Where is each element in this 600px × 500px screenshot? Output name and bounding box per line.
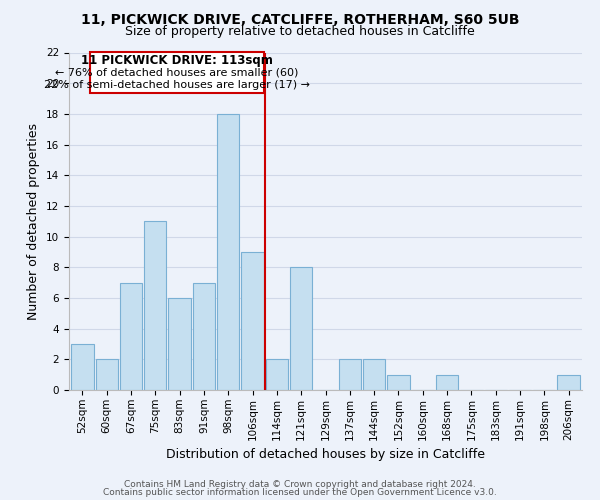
Bar: [338, 360, 361, 390]
Bar: [290, 268, 313, 390]
Text: Contains public sector information licensed under the Open Government Licence v3: Contains public sector information licen…: [103, 488, 497, 497]
Y-axis label: Number of detached properties: Number of detached properties: [28, 122, 40, 320]
Bar: [120, 282, 142, 390]
Text: 11, PICKWICK DRIVE, CATCLIFFE, ROTHERHAM, S60 5UB: 11, PICKWICK DRIVE, CATCLIFFE, ROTHERHAM…: [81, 12, 519, 26]
Text: Contains HM Land Registry data © Crown copyright and database right 2024.: Contains HM Land Registry data © Crown c…: [124, 480, 476, 489]
Bar: [436, 374, 458, 390]
Text: ← 76% of detached houses are smaller (60): ← 76% of detached houses are smaller (60…: [55, 68, 298, 78]
Bar: [557, 374, 580, 390]
Bar: [266, 360, 288, 390]
Bar: [71, 344, 94, 390]
Bar: [217, 114, 239, 390]
Bar: [193, 282, 215, 390]
Bar: [95, 360, 118, 390]
X-axis label: Distribution of detached houses by size in Catcliffe: Distribution of detached houses by size …: [166, 448, 485, 461]
Text: Size of property relative to detached houses in Catcliffe: Size of property relative to detached ho…: [125, 25, 475, 38]
Text: 11 PICKWICK DRIVE: 113sqm: 11 PICKWICK DRIVE: 113sqm: [80, 54, 272, 66]
Bar: [89, 52, 263, 93]
Bar: [169, 298, 191, 390]
Bar: [241, 252, 264, 390]
Bar: [363, 360, 385, 390]
Bar: [144, 221, 166, 390]
Text: 22% of semi-detached houses are larger (17) →: 22% of semi-detached houses are larger (…: [44, 80, 310, 90]
Bar: [387, 374, 410, 390]
